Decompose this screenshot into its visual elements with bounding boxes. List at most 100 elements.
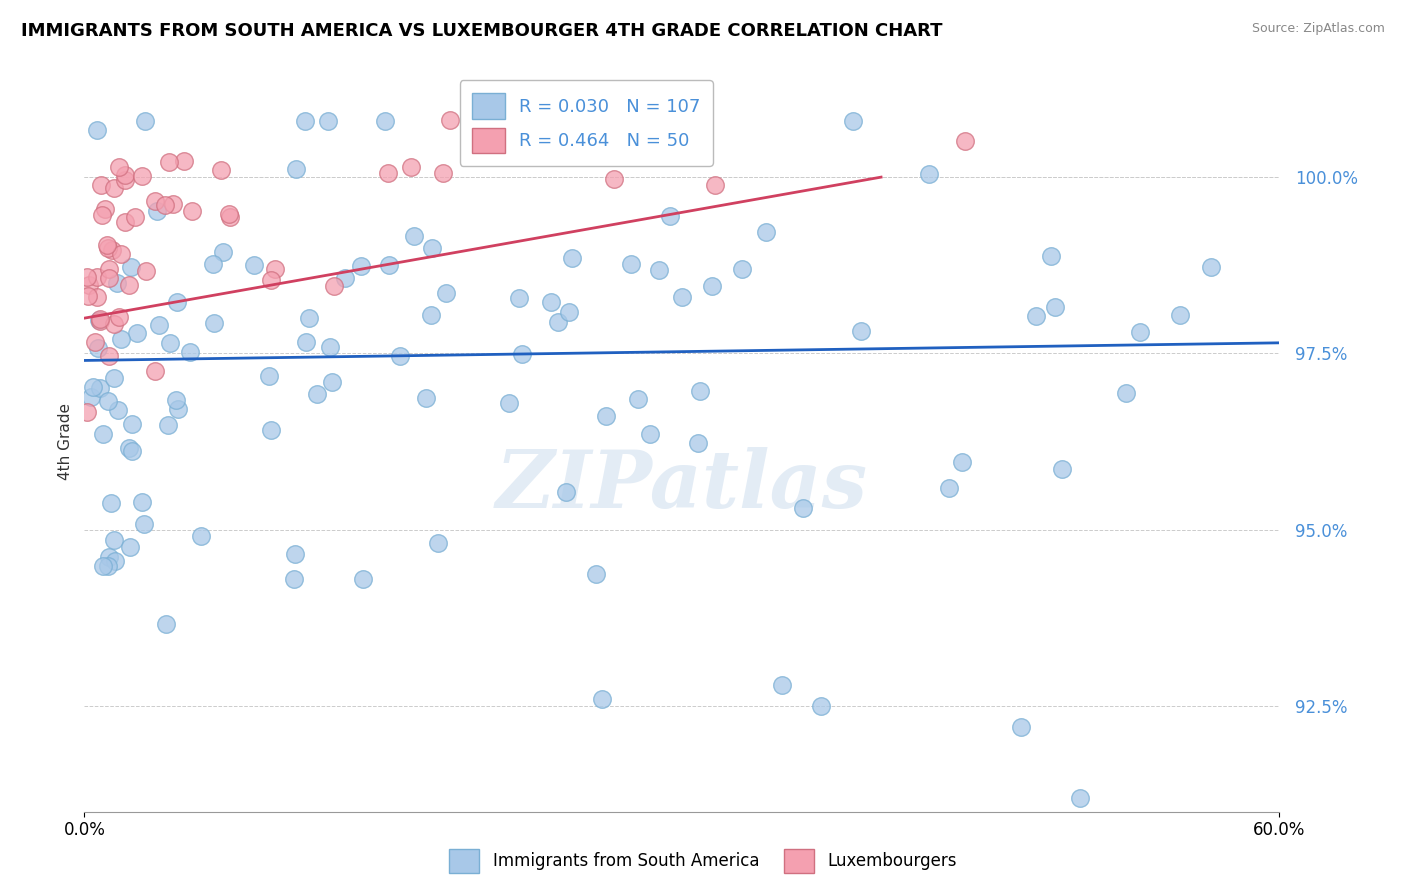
Point bbox=[851, 324, 873, 338]
Point bbox=[93, 559, 115, 574]
Point bbox=[1170, 308, 1192, 322]
Point bbox=[439, 112, 461, 127]
Point bbox=[1025, 309, 1047, 323]
Point bbox=[120, 541, 142, 555]
Point bbox=[87, 313, 110, 327]
Point bbox=[134, 113, 156, 128]
Point bbox=[510, 347, 533, 361]
Point bbox=[209, 163, 232, 178]
Point bbox=[125, 326, 148, 340]
Point bbox=[498, 396, 520, 410]
Point bbox=[97, 241, 120, 255]
Point bbox=[211, 244, 233, 259]
Point bbox=[135, 264, 157, 278]
Point bbox=[97, 393, 120, 408]
Point bbox=[686, 435, 709, 450]
Point bbox=[219, 211, 242, 225]
Point bbox=[89, 312, 111, 326]
Point bbox=[91, 208, 114, 222]
Point bbox=[671, 289, 693, 303]
Point bbox=[432, 166, 454, 180]
Point bbox=[97, 558, 120, 573]
Point bbox=[283, 572, 305, 586]
Point bbox=[770, 678, 793, 692]
Point bbox=[321, 376, 343, 390]
Point bbox=[333, 270, 356, 285]
Point bbox=[350, 259, 373, 273]
Point bbox=[190, 529, 212, 543]
Point bbox=[1129, 325, 1152, 339]
Point bbox=[388, 349, 411, 363]
Point bbox=[595, 409, 617, 423]
Point bbox=[842, 113, 865, 128]
Point bbox=[86, 290, 108, 304]
Point bbox=[91, 427, 114, 442]
Legend: Immigrants from South America, Luxembourgers: Immigrants from South America, Luxembour… bbox=[443, 842, 963, 880]
Point bbox=[89, 381, 111, 395]
Point bbox=[547, 315, 569, 329]
Point bbox=[87, 341, 110, 355]
Text: ZIPatlas: ZIPatlas bbox=[496, 447, 868, 524]
Point bbox=[104, 553, 127, 567]
Point bbox=[700, 278, 723, 293]
Point bbox=[242, 258, 264, 272]
Point bbox=[284, 547, 307, 561]
Point bbox=[131, 169, 153, 184]
Point bbox=[148, 318, 170, 333]
Point bbox=[202, 257, 225, 271]
Point bbox=[100, 495, 122, 509]
Point bbox=[585, 566, 607, 581]
Point bbox=[755, 225, 778, 239]
Point bbox=[1040, 249, 1063, 263]
Point bbox=[107, 402, 129, 417]
Point bbox=[531, 145, 554, 160]
Point bbox=[120, 260, 142, 275]
Point bbox=[218, 207, 240, 221]
Point bbox=[80, 390, 103, 404]
Point bbox=[146, 204, 169, 219]
Point bbox=[77, 278, 100, 293]
Point bbox=[648, 263, 671, 277]
Point bbox=[294, 113, 316, 128]
Point bbox=[555, 485, 578, 500]
Point bbox=[90, 178, 112, 193]
Point bbox=[98, 261, 121, 276]
Point bbox=[101, 243, 124, 257]
Point bbox=[938, 482, 960, 496]
Point bbox=[165, 393, 187, 408]
Point bbox=[97, 271, 120, 285]
Point bbox=[458, 135, 481, 149]
Point bbox=[94, 202, 117, 216]
Point bbox=[260, 272, 283, 286]
Point bbox=[305, 387, 328, 401]
Point bbox=[627, 392, 650, 406]
Point bbox=[316, 113, 339, 128]
Point bbox=[731, 262, 754, 277]
Point bbox=[83, 334, 105, 349]
Point bbox=[378, 258, 401, 272]
Point bbox=[419, 308, 441, 322]
Point bbox=[508, 292, 530, 306]
Point bbox=[121, 443, 143, 458]
Point bbox=[295, 335, 318, 350]
Point bbox=[166, 295, 188, 310]
Point bbox=[96, 237, 118, 252]
Point bbox=[121, 417, 143, 431]
Point bbox=[173, 154, 195, 169]
Point bbox=[156, 417, 179, 432]
Point bbox=[950, 455, 973, 469]
Point bbox=[159, 336, 181, 351]
Text: IMMIGRANTS FROM SOUTH AMERICA VS LUXEMBOURGER 4TH GRADE CORRELATION CHART: IMMIGRANTS FROM SOUTH AMERICA VS LUXEMBO… bbox=[21, 22, 942, 40]
Point bbox=[352, 572, 374, 586]
Point bbox=[117, 441, 139, 455]
Point bbox=[162, 197, 184, 211]
Point bbox=[103, 370, 125, 384]
Point bbox=[917, 167, 939, 181]
Point bbox=[118, 278, 141, 293]
Point bbox=[434, 286, 457, 301]
Point bbox=[540, 294, 562, 309]
Point bbox=[792, 501, 814, 516]
Point bbox=[1045, 300, 1067, 314]
Point bbox=[181, 203, 204, 218]
Point bbox=[284, 162, 307, 177]
